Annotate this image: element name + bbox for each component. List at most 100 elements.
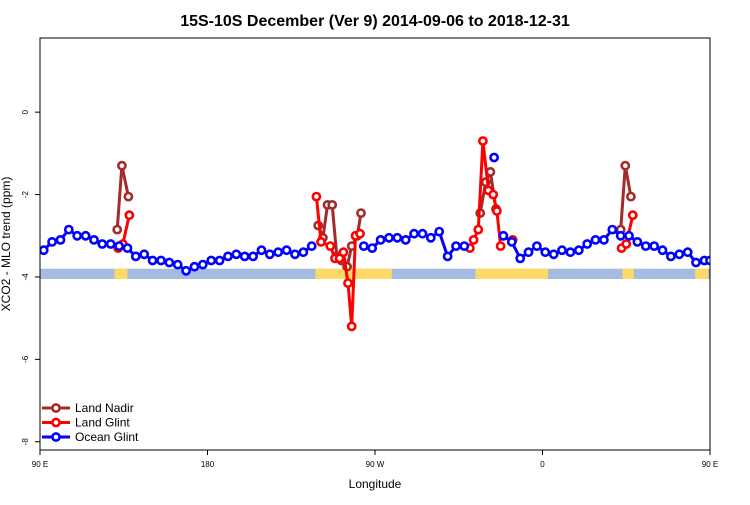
data-point (626, 191, 636, 202)
data-point (674, 249, 685, 260)
data-point (498, 230, 509, 241)
data-point (114, 241, 124, 251)
data-point (40, 245, 49, 256)
data-point (573, 245, 584, 256)
data-point (417, 228, 428, 239)
data-point (425, 232, 436, 243)
data-point (590, 234, 601, 245)
data-point (705, 255, 710, 266)
data-point (666, 251, 676, 262)
data-point (367, 243, 378, 253)
data-point (473, 224, 484, 235)
data-point (477, 136, 488, 146)
data-point (346, 321, 357, 332)
data-point (491, 206, 502, 216)
x-tick-label: 180 (201, 460, 215, 469)
data-point (632, 236, 643, 247)
data-point (214, 255, 225, 266)
data-point (156, 255, 166, 266)
data-point (327, 199, 338, 210)
data-point (358, 241, 369, 251)
y-tick-label: -6 (21, 355, 30, 363)
legend-item: Land Nadir (42, 401, 134, 415)
data-point (223, 251, 233, 262)
data-point (124, 210, 135, 221)
data-point (557, 245, 567, 256)
land-ocean-band (40, 268, 710, 280)
series-ocean-glint (40, 152, 710, 276)
data-point (355, 228, 365, 239)
data-point (607, 224, 618, 235)
data-point (164, 257, 175, 268)
legend-label: Land Nadir (75, 401, 134, 415)
data-point (112, 224, 123, 235)
data-point (640, 241, 651, 251)
data-point (197, 259, 208, 270)
data-point (400, 234, 411, 245)
data-point (532, 241, 542, 251)
data-point (523, 247, 534, 258)
data-point (63, 224, 74, 235)
data-point (80, 230, 91, 241)
data-point (434, 226, 445, 237)
data-point (515, 253, 526, 264)
y-tick-label: 0 (21, 109, 30, 114)
data-point (343, 278, 353, 288)
data-point (657, 245, 668, 256)
data-point (451, 241, 461, 251)
data-point (615, 230, 626, 241)
data-point (442, 251, 453, 262)
data-point (691, 257, 701, 268)
data-point (356, 208, 366, 218)
y-tick-label: -4 (21, 273, 30, 281)
data-point (548, 249, 559, 260)
data-point (122, 243, 133, 253)
chart-title: 15S-10S December (Ver 9) 2014-09-06 to 2… (180, 13, 570, 30)
land-band-span (475, 268, 549, 280)
data-point (325, 241, 336, 251)
data-point (649, 241, 660, 251)
legend-label: Ocean Glint (75, 430, 139, 444)
data-point (468, 234, 479, 245)
data-point (338, 247, 349, 258)
data-point (139, 249, 150, 260)
data-point (97, 239, 108, 249)
series-layer (40, 136, 710, 332)
legend-label: Land Glint (75, 416, 130, 430)
y-axis-label: XCO2 - MLO trend (ppm) (0, 177, 13, 312)
y-tick-label: -2 (21, 190, 30, 198)
data-point (409, 228, 419, 239)
data-point (206, 255, 217, 266)
data-point (489, 152, 499, 163)
data-point (231, 249, 242, 260)
x-axis: 90 E 180 90 W 0 90 E (32, 450, 718, 469)
land-band-span (695, 268, 709, 280)
data-point (316, 236, 326, 247)
data-point (582, 239, 593, 249)
data-point (298, 247, 309, 258)
data-point (117, 160, 127, 171)
data-point (290, 249, 300, 260)
data-point (147, 255, 158, 266)
data-point (72, 230, 83, 241)
data-point (459, 241, 470, 251)
legend-marker (51, 432, 61, 442)
data-point (311, 191, 322, 202)
land-band-span (622, 268, 634, 280)
data-point (281, 245, 292, 256)
data-point (248, 251, 258, 262)
data-point (239, 251, 250, 262)
data-point (620, 160, 631, 171)
data-point (506, 236, 517, 247)
x-tick-label: 90 E (702, 460, 718, 469)
data-point (392, 232, 403, 243)
legend-marker (51, 417, 61, 428)
data-point (375, 234, 386, 245)
x-axis-label: Longitude (349, 477, 402, 491)
data-point (105, 239, 116, 249)
legend-item: Land Glint (42, 416, 130, 430)
data-point (123, 191, 134, 202)
